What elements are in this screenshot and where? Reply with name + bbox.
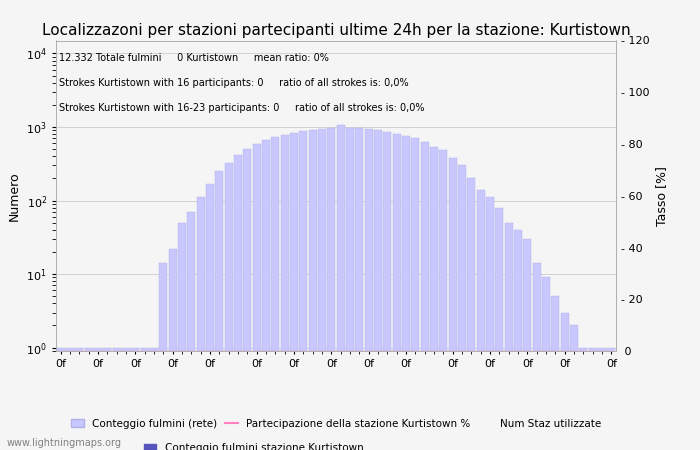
Bar [580, 348, 587, 450]
Bar [468, 178, 475, 450]
Bar [524, 239, 531, 450]
Bar [141, 348, 148, 450]
Bar [85, 348, 92, 450]
Bar [542, 278, 550, 450]
Bar [104, 348, 111, 450]
Bar [197, 198, 204, 450]
Bar [57, 348, 64, 450]
Bar [309, 130, 316, 450]
Bar [430, 147, 438, 450]
Bar [449, 158, 456, 450]
Bar [169, 249, 176, 450]
Bar [393, 134, 400, 450]
Bar [206, 184, 214, 450]
Bar [440, 150, 447, 450]
Bar [589, 348, 596, 450]
Bar [552, 296, 559, 450]
Bar [94, 348, 102, 450]
Legend: Conteggio fulmini stazione Kurtistown: Conteggio fulmini stazione Kurtistown [139, 439, 368, 450]
Bar [113, 348, 120, 450]
Y-axis label: Tasso [%]: Tasso [%] [655, 166, 668, 226]
Bar [421, 142, 428, 450]
Bar [402, 136, 410, 450]
Bar [281, 135, 288, 450]
Bar [374, 130, 382, 450]
Bar [505, 223, 512, 450]
Bar [262, 140, 270, 450]
Bar [66, 348, 74, 450]
Bar [122, 348, 130, 450]
Bar [356, 128, 363, 450]
Bar [570, 325, 578, 450]
Bar [337, 125, 344, 450]
Bar [234, 155, 242, 450]
Bar [608, 348, 615, 450]
Bar [384, 132, 391, 450]
Bar [178, 223, 186, 450]
Text: Strokes Kurtistown with 16-23 participants: 0     ratio of all strokes is: 0,0%: Strokes Kurtistown with 16-23 participan… [59, 103, 424, 112]
Text: www.lightningmaps.org: www.lightningmaps.org [7, 438, 122, 448]
Bar [76, 348, 83, 450]
Bar [225, 163, 232, 450]
Bar [486, 198, 494, 450]
Bar [533, 263, 540, 450]
Title: Localizzazoni per stazioni partecipanti ultime 24h per la stazione: Kurtistown: Localizzazoni per stazioni partecipanti … [42, 23, 630, 38]
Bar [160, 263, 167, 450]
Y-axis label: Numero: Numero [8, 171, 20, 220]
Bar [346, 128, 354, 450]
Bar [272, 137, 279, 450]
Bar [300, 131, 307, 450]
Bar [328, 128, 335, 450]
Bar [365, 129, 372, 450]
Bar [477, 190, 484, 450]
Bar [150, 348, 158, 450]
Text: 12.332 Totale fulmini     0 Kurtistown     mean ratio: 0%: 12.332 Totale fulmini 0 Kurtistown mean … [59, 53, 329, 63]
Bar [244, 149, 251, 450]
Bar [561, 313, 568, 450]
Bar [412, 139, 419, 450]
Bar [514, 230, 522, 450]
Bar [216, 171, 223, 450]
Bar [458, 166, 466, 450]
Bar [318, 129, 326, 450]
Bar [598, 348, 606, 450]
Text: Strokes Kurtistown with 16 participants: 0     ratio of all strokes is: 0,0%: Strokes Kurtistown with 16 participants:… [59, 78, 408, 88]
Bar [496, 207, 503, 450]
Bar [290, 133, 298, 450]
Bar [132, 348, 139, 450]
Bar [253, 144, 260, 450]
Bar [188, 212, 195, 450]
